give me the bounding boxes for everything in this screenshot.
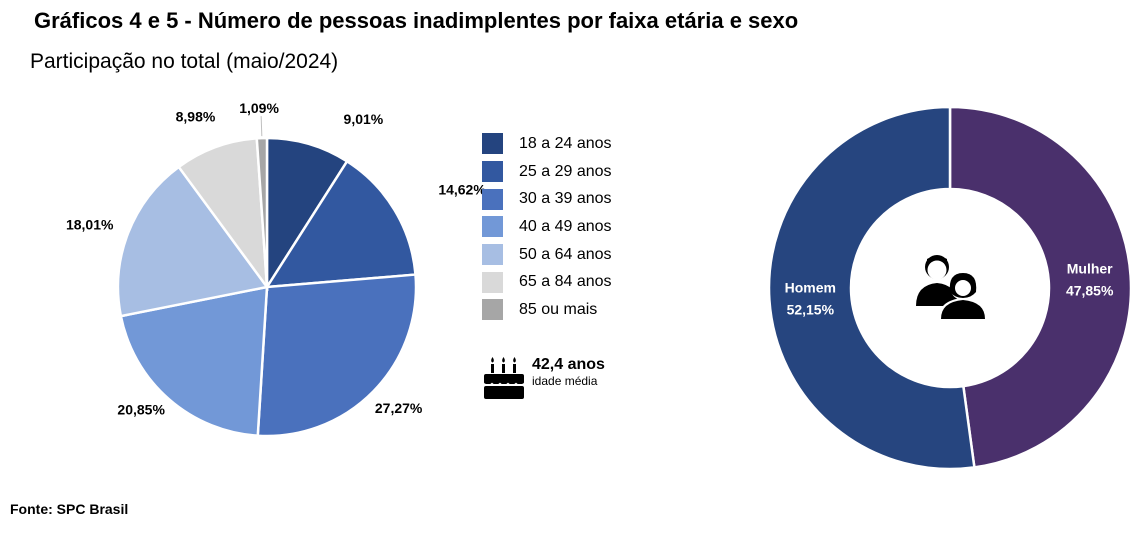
- legend-swatch: [482, 271, 503, 293]
- donut-slice: [767, 105, 976, 471]
- pie-data-label: 18,01%: [66, 216, 114, 232]
- legend-swatch: [482, 216, 503, 238]
- donut-category-label: Homem: [785, 279, 836, 295]
- pie-data-label: 9,01%: [344, 111, 384, 127]
- legend-swatch: [482, 133, 503, 155]
- legend-item: 40 a 49 anos: [482, 213, 612, 241]
- legend-swatch: [482, 299, 503, 321]
- pie-data-label: 20,85%: [117, 401, 165, 417]
- donut-data-label: 52,15%: [787, 301, 835, 317]
- man-and-woman-icon: [916, 255, 988, 321]
- leader-line: [260, 116, 263, 137]
- legend-swatch: [482, 161, 503, 183]
- legend-item: 30 a 39 anos: [482, 185, 612, 213]
- legend-label: 18 a 24 anos: [519, 134, 612, 152]
- legend-item: 65 a 84 anos: [482, 268, 612, 296]
- pie-slice: [116, 165, 270, 318]
- chart-title: Gráficos 4 e 5 - Número de pessoas inadi…: [34, 8, 799, 33]
- legend-swatch: [482, 244, 503, 266]
- legend-label: 25 a 29 anos: [519, 162, 612, 180]
- legend-label: 65 a 84 anos: [519, 273, 612, 291]
- pie-slice: [256, 273, 418, 438]
- age-legend: 18 a 24 anos 25 a 29 anos 30 a 39 anos 40 a…: [482, 130, 612, 324]
- legend-label: 30 a 39 anos: [519, 190, 612, 208]
- pie-data-label: 8,98%: [176, 109, 216, 125]
- pie-data-label: 27,27%: [375, 400, 423, 416]
- donut-slice: [948, 105, 1133, 469]
- pie-slice: [264, 159, 417, 289]
- legend-swatch: [482, 188, 503, 210]
- pie-slice: [119, 285, 269, 438]
- legend-item: 85 ou mais: [482, 296, 612, 324]
- age-pie-chart: 9,01% 14,62% 27,27% 20,85% 18,01% 8,98% 1,09%: [66, 100, 486, 438]
- legend-label: 40 a 49 anos: [519, 217, 612, 235]
- average-age-box: 42,4 anos idade média: [482, 356, 605, 400]
- legend-item: 25 a 29 anos: [482, 158, 612, 186]
- pie-data-label: 1,09%: [239, 100, 279, 116]
- pie-slice: [255, 136, 269, 288]
- pie-slice: [177, 137, 269, 292]
- birthday-cake-icon: [483, 357, 525, 399]
- donut-data-label: 47,85%: [1066, 283, 1114, 299]
- pie-slice: [265, 136, 349, 292]
- pie-data-label: 14,62%: [438, 182, 486, 198]
- source-note: Fonte: SPC Brasil: [10, 501, 129, 517]
- average-age-value: 42,4 anos: [532, 356, 605, 373]
- legend-label: 50 a 64 anos: [519, 245, 612, 263]
- donut-category-label: Mulher: [1067, 261, 1113, 277]
- legend-label: 85 ou mais: [519, 300, 598, 318]
- average-age-label: idade média: [532, 374, 598, 388]
- chart-subtitle: Participação no total (maio/2024): [30, 50, 339, 73]
- legend-item: 18 a 24 anos: [482, 130, 612, 158]
- legend-item: 50 a 64 anos: [482, 241, 612, 269]
